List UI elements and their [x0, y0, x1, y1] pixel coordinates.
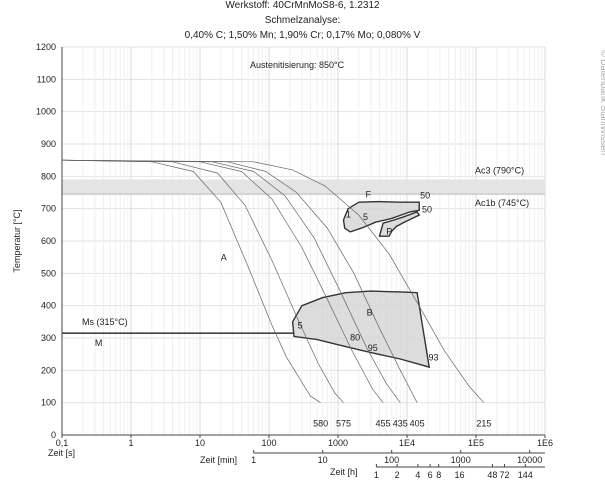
austenitization-label: Austenitisierung: 850°C [250, 60, 345, 70]
y-tick-label: 700 [41, 204, 56, 214]
annotation-label: 5 [298, 320, 303, 330]
ac1-label: Ac1b (745°C) [475, 198, 529, 208]
cooling-curve [61, 159, 485, 403]
y-tick-label: 900 [41, 139, 56, 149]
cooling-curve [61, 159, 321, 403]
y-axis-title: Temperatur [°C] [12, 209, 22, 272]
y-tick-label: 200 [41, 365, 56, 375]
x-tick-label: 0,1 [56, 438, 69, 448]
chart-subtitle: Schmelzanalyse: [264, 15, 341, 26]
y-tick-label: 800 [41, 171, 56, 181]
annotation-label: 1 [346, 210, 351, 220]
cooling-curve-label: 215 [476, 419, 491, 429]
axes: 0100200300400500600700800900100011001200… [12, 42, 553, 480]
cooling-curve-label: 405 [410, 419, 425, 429]
annotation-label: 95 [368, 343, 378, 353]
y-tick-label: 1200 [36, 42, 56, 52]
phase-region-B [291, 290, 431, 369]
h-tick-label: 2 [395, 470, 400, 480]
chart-labels: Ac3 (790°C)Ac1b (745°C)580 575 455 435 405 21… [82, 60, 529, 429]
composition-text: 0,40% C; 1,50% Mn; 1,90% Cr; 0,17% Mo; 0… [184, 30, 421, 41]
ac3-label: Ac3 (790°C) [475, 166, 524, 176]
x-axis-title-s: Zeit [s] [48, 448, 75, 458]
h-tick-label: 144 [518, 470, 533, 480]
y-tick-label: 1000 [36, 107, 56, 117]
x-tick-label: 100 [261, 438, 276, 448]
phase-regions [62, 200, 431, 369]
min-tick-label: 1 [251, 455, 256, 465]
annotation-label: B [367, 307, 373, 317]
region-label: A [221, 252, 227, 262]
x-tick-label: 1 [128, 438, 133, 448]
x-tick-label: 1E5 [468, 438, 484, 448]
h-tick-label: 8 [436, 470, 441, 480]
cooling-curve-label: 575 [336, 419, 351, 429]
h-tick-label: 4 [415, 470, 420, 480]
min-tick-label: 10 [318, 455, 328, 465]
h-tick-label: 6 [428, 470, 433, 480]
y-tick-label: 600 [41, 236, 56, 246]
h-tick-label: 48 [487, 470, 497, 480]
y-tick-label: 300 [41, 333, 56, 343]
h-tick-label: 16 [454, 470, 464, 480]
ac-band-rect [62, 179, 545, 195]
y-tick-label: 1100 [37, 74, 56, 84]
min-axis-title: Zeit [min] [200, 455, 237, 465]
phase-region-P [378, 211, 421, 237]
ac-band [62, 179, 545, 195]
watermark: © Datenbank StahlWissen [599, 50, 605, 155]
svg-text:© Datenbank StahlWissen: © Datenbank StahlWissen [599, 50, 605, 155]
annotation-label: 50 [422, 205, 432, 215]
grid-lines [61, 46, 546, 436]
phase-region-F [342, 200, 420, 233]
y-tick-label: 500 [41, 268, 56, 278]
region-label: F [365, 189, 371, 199]
chart-title: Werkstoff: 40CrMnMoS8-6, 1.2312 [225, 0, 380, 11]
x-tick-label: 1E6 [537, 438, 553, 448]
min-tick-label: 10000 [517, 455, 542, 465]
annotation-label: 93 [429, 353, 439, 363]
min-tick-label: 1000 [451, 455, 471, 465]
cooling-curve [61, 159, 384, 403]
cooling-curve-label: 435 [393, 419, 408, 429]
cooling-curves [61, 159, 485, 403]
region-label: M [95, 338, 103, 348]
h-axis-title: Zeit [h] [330, 467, 358, 477]
annotation-label: 80 [350, 333, 360, 343]
cooling-curve-label: 580 [313, 419, 328, 429]
x-tick-label: 1E4 [399, 438, 415, 448]
y-tick-label: 400 [41, 301, 56, 311]
cooling-curve [61, 159, 344, 403]
cooling-curve [61, 159, 418, 403]
annotation-label: 50 [420, 190, 430, 200]
ms-label: Ms (315°C) [82, 317, 128, 327]
min-tick-label: 100 [384, 455, 399, 465]
region-label: P [386, 227, 392, 237]
cooling-curve-label: 455 [376, 419, 391, 429]
x-tick-label: 1000 [328, 438, 348, 448]
h-tick-label: 1 [374, 470, 379, 480]
x-tick-label: 10 [195, 438, 205, 448]
h-tick-label: 72 [500, 470, 510, 480]
y-tick-label: 0 [51, 430, 56, 440]
cooling-curve [61, 159, 401, 403]
annotation-label: 5 [363, 212, 368, 222]
y-tick-label: 100 [41, 398, 56, 408]
